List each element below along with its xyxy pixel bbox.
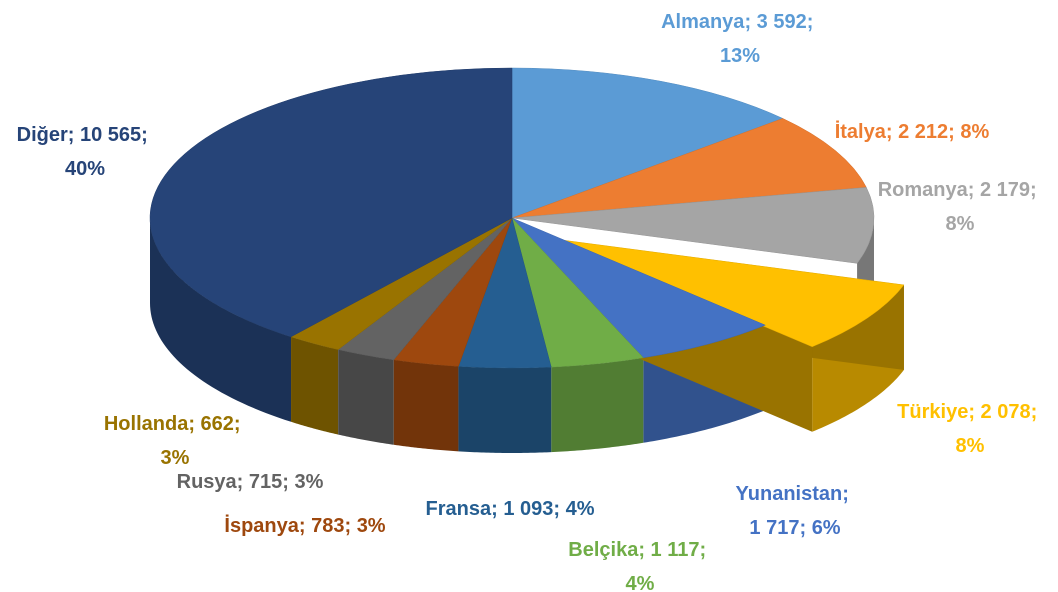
label-value: 2 179 bbox=[980, 179, 1030, 201]
data-label: Diğer; 10 565; 40% bbox=[17, 124, 154, 180]
label-percent: 13% bbox=[720, 45, 760, 67]
label-category: Hollanda bbox=[104, 413, 189, 435]
label-separator: ; bbox=[700, 539, 712, 561]
label-value: 783 bbox=[311, 515, 344, 537]
label-separator: ; bbox=[237, 471, 249, 493]
label-separator: ; bbox=[968, 179, 980, 201]
data-label: Romanya; 2 179; 8% bbox=[878, 179, 1043, 235]
label-category: Almanya bbox=[661, 11, 745, 33]
label-percent: 3% bbox=[294, 471, 323, 493]
data-label: Almanya; 3 592; 13% bbox=[661, 11, 819, 67]
label-value: 662 bbox=[201, 413, 234, 435]
slice-side bbox=[150, 218, 292, 422]
slice bbox=[511, 217, 766, 359]
label-percent: 3% bbox=[357, 515, 386, 537]
label-value: 10 565 bbox=[80, 124, 141, 146]
label-category: Diğer bbox=[17, 124, 68, 146]
label-value: 2 212 bbox=[898, 121, 948, 143]
label-percent: 6% bbox=[812, 517, 841, 539]
label-percent: 3% bbox=[161, 447, 190, 469]
label-separator: ; bbox=[141, 124, 153, 146]
label-category: Belçika bbox=[568, 539, 639, 561]
slice bbox=[511, 187, 875, 264]
label-separator: ; bbox=[744, 11, 756, 33]
label-percent: 8% bbox=[956, 435, 985, 457]
data-label: Türkiye; 2 078; 8% bbox=[897, 401, 1043, 457]
label-category: İspanya bbox=[224, 514, 299, 537]
label-percent: 8% bbox=[946, 213, 975, 235]
label-separator: ; bbox=[188, 413, 200, 435]
label-value: 1 717 bbox=[749, 517, 799, 539]
label-separator: ; bbox=[1031, 401, 1043, 423]
slice-side bbox=[338, 349, 394, 445]
slice-side bbox=[393, 359, 459, 452]
data-label: Fransa; 1 093; 4% bbox=[426, 498, 595, 520]
label-separator: ; bbox=[948, 121, 960, 143]
slice bbox=[511, 118, 867, 219]
label-separator: ; bbox=[1030, 179, 1042, 201]
label-separator: ; bbox=[234, 413, 246, 435]
label-separator: ; bbox=[968, 401, 980, 423]
label-separator: ; bbox=[553, 498, 565, 520]
label-value: 715 bbox=[249, 471, 282, 493]
data-label: Hollanda; 662; 3% bbox=[104, 413, 246, 469]
label-value: 1 117 bbox=[651, 539, 700, 561]
label-category: Romanya bbox=[878, 179, 969, 201]
data-label: Rusya; 715; 3% bbox=[177, 471, 324, 493]
label-separator: ; bbox=[638, 539, 650, 561]
label-category: Fransa bbox=[426, 498, 492, 520]
data-label: Yunanistan; 1 717; 6% bbox=[736, 483, 855, 539]
data-label: İspanya; 783; 3% bbox=[224, 514, 385, 537]
label-value: 3 592 bbox=[757, 11, 807, 33]
slice bbox=[511, 67, 784, 219]
label-separator: ; bbox=[886, 121, 898, 143]
label-category: Rusya bbox=[177, 471, 238, 493]
slice-side bbox=[458, 366, 552, 453]
label-separator: ; bbox=[344, 515, 356, 537]
label-value: 1 093 bbox=[503, 498, 553, 520]
slice-side bbox=[551, 357, 644, 453]
slice bbox=[558, 239, 905, 348]
label-category: Yunanistan bbox=[736, 483, 843, 505]
label-percent: 8% bbox=[960, 121, 989, 143]
label-separator: ; bbox=[299, 515, 311, 537]
label-percent: 40% bbox=[65, 158, 105, 180]
label-category: Türkiye bbox=[897, 401, 968, 423]
label-category: İtalya bbox=[835, 120, 887, 143]
label-separator: ; bbox=[282, 471, 294, 493]
data-label: Belçika; 1 117; 4% bbox=[568, 539, 711, 592]
label-separator: ; bbox=[842, 483, 854, 505]
label-separator: ; bbox=[799, 517, 811, 539]
label-separator: ; bbox=[68, 124, 80, 146]
label-percent: 4% bbox=[566, 498, 595, 520]
label-separator: ; bbox=[807, 11, 819, 33]
slice-side bbox=[291, 336, 339, 435]
label-value: 2 078 bbox=[981, 401, 1031, 423]
data-label: İtalya; 2 212; 8% bbox=[835, 120, 990, 143]
label-separator: ; bbox=[491, 498, 503, 520]
slice bbox=[149, 67, 513, 338]
label-percent: 4% bbox=[626, 573, 655, 592]
